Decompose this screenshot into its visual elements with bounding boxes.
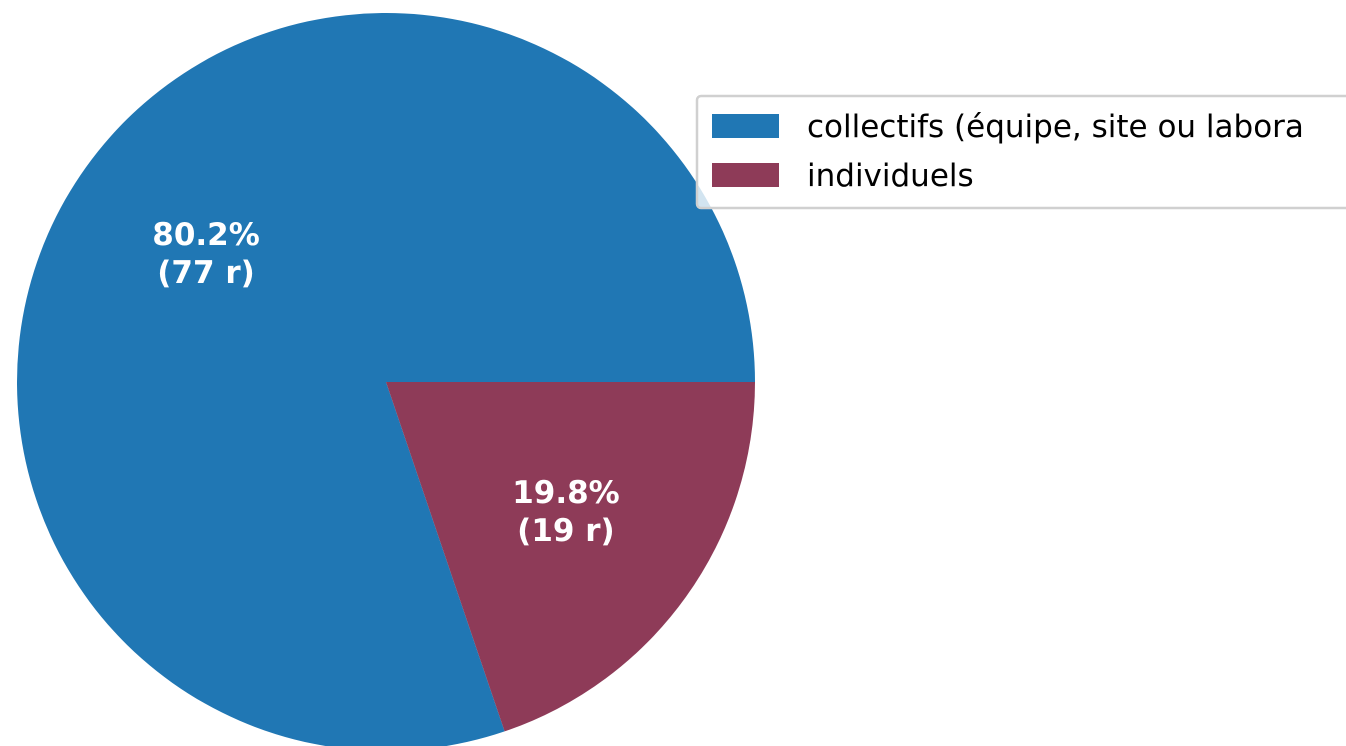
legend-swatch-2 (712, 163, 779, 187)
legend-swatch-1 (712, 114, 779, 138)
slice-count-label-1: (77 r) (157, 255, 255, 291)
legend-label-2: individuels (807, 158, 974, 194)
legend: collectifs (équipe, site ou labora indivi… (695, 94, 1346, 210)
legend-label-1: collectifs (équipe, site ou labora (807, 109, 1304, 145)
slice-count-label-2: (19 r) (517, 513, 615, 549)
legend-frame (695, 94, 1346, 210)
pie-slice-2 (386, 382, 755, 732)
pie-slice-1 (17, 13, 755, 746)
slice-percent-label-1: 80.2% (152, 217, 260, 253)
slice-percent-label-2: 19.8% (512, 475, 620, 511)
pie-labels: 80.2%(77 r) 19.8%(19 r) (152, 217, 619, 549)
pie-slices (17, 13, 755, 746)
